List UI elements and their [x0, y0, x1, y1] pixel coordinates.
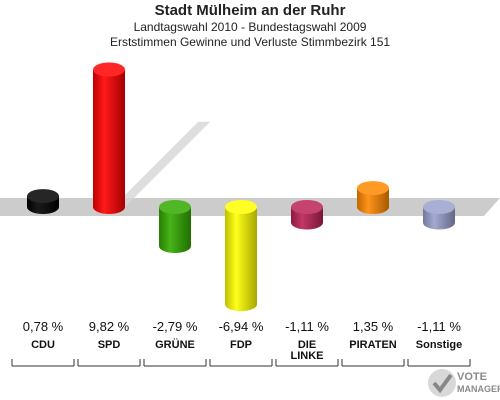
bar-top-cap — [423, 200, 455, 214]
vote-manager-logo: VOTE MANAGER — [428, 369, 500, 397]
bar-top-cap — [357, 181, 389, 196]
bar-top-cap — [225, 200, 257, 214]
logo-check-icon — [432, 373, 453, 394]
bar-top-cap — [159, 200, 191, 214]
bar-shadow — [113, 121, 211, 207]
value-label: -6,94 % — [219, 319, 264, 334]
category-label: FDP — [230, 339, 252, 351]
bar-top-cap — [27, 189, 59, 204]
value-labels-group: 0,78 % 9,82 % -2,79 % -6,94 % -1,11 % 1,35 % -… — [23, 319, 462, 334]
bar-top-cap — [291, 200, 323, 214]
logo-text-vote: VOTE — [457, 371, 487, 383]
logo-text-manager: MANAGER — [457, 384, 500, 394]
bar-bottom-cap — [27, 200, 59, 214]
value-label: 1,35 % — [353, 319, 394, 334]
category-label: CDU — [31, 339, 55, 351]
bar-bottom-cap — [423, 215, 455, 230]
chart-header: Stadt Mülheim an der Ruhr Landtagswahl 2… — [0, 2, 500, 50]
category-label: Sonstige — [416, 339, 462, 351]
value-label: -1,11 % — [417, 319, 461, 334]
category-label: GRÜNE — [155, 338, 195, 351]
bar-sonstige — [423, 200, 455, 230]
bar-bottom-cap — [93, 200, 125, 214]
bar-bottom-cap — [291, 215, 323, 230]
value-label: -2,79 % — [153, 319, 198, 334]
chart-subtitle-district: Erststimmen Gewinne und Verluste Stimmbe… — [109, 35, 391, 49]
category-axis — [11, 359, 471, 367]
value-label: -1,11 % — [285, 319, 329, 334]
logo-circle — [428, 369, 456, 397]
bar-bottom-cap — [357, 200, 389, 214]
category-label: DIE — [298, 339, 316, 351]
value-label: 0,78 % — [23, 319, 64, 334]
bar-die-linke — [291, 200, 323, 230]
category-label: SPD — [98, 339, 121, 351]
bar-spd — [93, 62, 211, 214]
bar-top-cap — [93, 62, 125, 77]
bar-bottom-cap — [225, 297, 257, 312]
bar-piraten — [357, 181, 389, 214]
category-label: LINKE — [291, 350, 324, 362]
value-label: 9,82 % — [89, 319, 130, 334]
bar-fdp — [225, 200, 257, 312]
bar-grüne — [159, 200, 191, 254]
chart-subtitle-election: Landtagswahl 2010 - Bundestagswahl 2009 — [133, 20, 367, 34]
bars-group — [27, 62, 455, 312]
category-label: PIRATEN — [349, 339, 397, 351]
bar-bottom-cap — [159, 239, 191, 254]
bar-body — [93, 69, 125, 208]
bar-cdu — [27, 189, 59, 214]
bar-body — [225, 207, 257, 305]
chart-title: Stadt Mülheim an der Ruhr — [154, 2, 346, 19]
